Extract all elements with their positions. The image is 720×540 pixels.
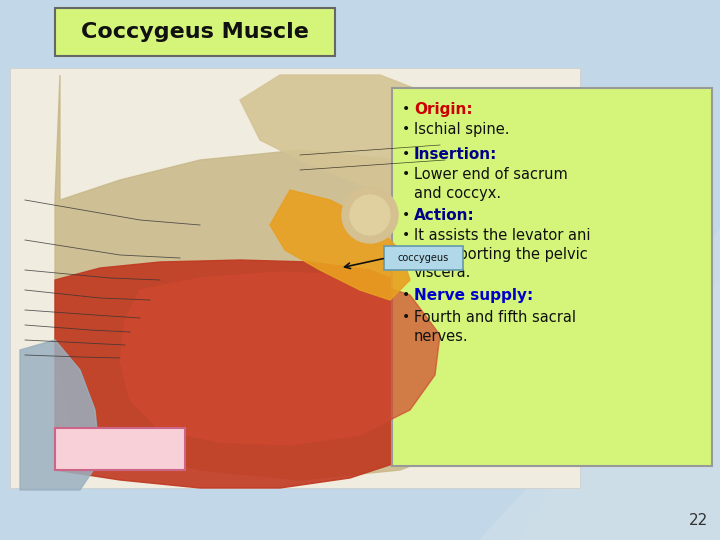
Circle shape xyxy=(342,187,398,243)
Text: Action:: Action: xyxy=(414,208,474,223)
Text: •: • xyxy=(402,310,410,324)
Circle shape xyxy=(350,195,390,235)
Text: •: • xyxy=(402,228,410,242)
Polygon shape xyxy=(55,75,510,480)
Text: coccygeus: coccygeus xyxy=(398,253,449,263)
Polygon shape xyxy=(55,260,470,488)
FancyBboxPatch shape xyxy=(392,88,712,466)
Polygon shape xyxy=(20,340,100,490)
Text: •: • xyxy=(402,122,410,136)
Text: •: • xyxy=(402,167,410,181)
Text: •: • xyxy=(402,288,410,302)
Text: Nerve supply:: Nerve supply: xyxy=(414,288,534,303)
Text: Coccygeus Muscle: Coccygeus Muscle xyxy=(81,22,309,42)
Text: Ischial spine.: Ischial spine. xyxy=(414,122,510,137)
Text: Fourth and fifth sacral
nerves.: Fourth and fifth sacral nerves. xyxy=(414,310,576,343)
FancyBboxPatch shape xyxy=(384,246,463,270)
Text: 22: 22 xyxy=(689,513,708,528)
FancyBboxPatch shape xyxy=(55,8,335,56)
Text: •: • xyxy=(402,208,410,222)
Polygon shape xyxy=(240,75,510,300)
Polygon shape xyxy=(270,190,410,300)
FancyBboxPatch shape xyxy=(55,428,185,470)
Text: •: • xyxy=(402,147,410,161)
FancyBboxPatch shape xyxy=(10,68,580,488)
Polygon shape xyxy=(120,272,440,445)
Polygon shape xyxy=(520,230,720,540)
Text: It assists the levator ani
in supporting the pelvic
viscera.: It assists the levator ani in supporting… xyxy=(414,228,590,280)
Polygon shape xyxy=(480,280,720,540)
Text: Insertion:: Insertion: xyxy=(414,147,498,162)
Text: •: • xyxy=(402,102,410,116)
Text: Origin:: Origin: xyxy=(414,102,472,117)
Text: Lower end of sacrum
and coccyx.: Lower end of sacrum and coccyx. xyxy=(414,167,568,200)
